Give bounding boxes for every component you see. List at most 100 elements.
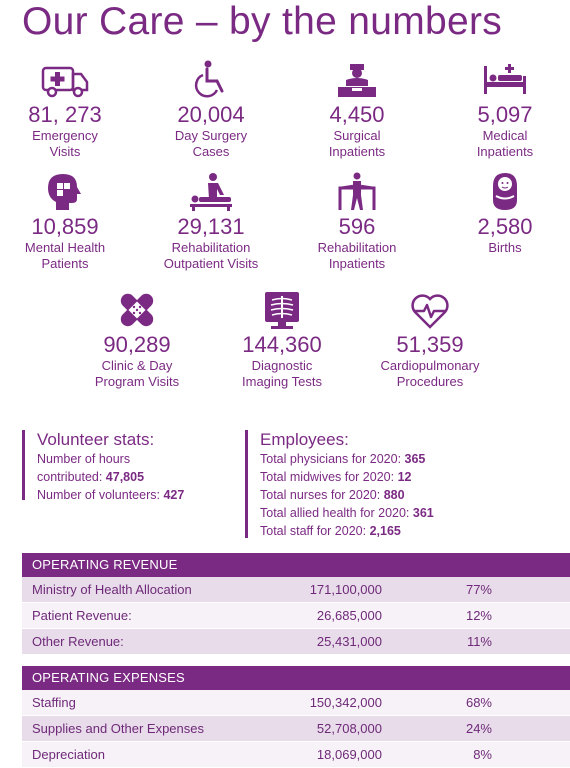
employee-line: Total allied health for 2020: 361 — [260, 504, 434, 522]
stat-label: Cases — [192, 144, 230, 159]
walker-icon — [332, 172, 382, 212]
stat-label: Emergency — [32, 128, 98, 143]
employee-line: Total staff for 2020: 2,165 — [260, 522, 434, 540]
stat-label: Inpatients — [328, 144, 386, 159]
bandage-icon — [112, 290, 162, 330]
row-percent: 24% — [465, 721, 492, 736]
stat-label: Rehabilitation — [171, 240, 251, 255]
stat-clinic-day: 90,289 Clinic & Day Program Visits — [62, 290, 212, 390]
volunteer-value: 427 — [163, 488, 185, 502]
row-label: Patient Revenue: — [32, 608, 132, 623]
stat-label: Inpatients — [328, 256, 386, 271]
page-title: Our Care – by the numbers — [22, 0, 503, 43]
row-label: Ministry of Health Allocation — [32, 582, 192, 597]
stat-label: Medical — [482, 128, 528, 143]
table-row: Staffing 150,342,000 68% — [22, 690, 570, 716]
stat-label: Outpatient Visits — [163, 256, 259, 271]
table-row: Ministry of Health Allocation 171,100,00… — [22, 577, 570, 603]
row-amount: 171,100,000 — [309, 582, 382, 597]
employees-heading: Employees: — [260, 430, 349, 449]
stat-number: 29,131 — [177, 214, 245, 239]
expenses-header: OPERATING EXPENSES — [22, 666, 570, 690]
stat-label: Births — [488, 240, 522, 255]
employee-value: 880 — [383, 488, 405, 502]
row-percent: 77% — [465, 582, 492, 597]
employee-value: 2,165 — [369, 524, 401, 538]
stat-label: Program Visits — [94, 374, 180, 389]
volunteer-line: contributed: 47,805 — [37, 468, 184, 486]
stat-day-surgery: 20,004 Day Surgery Cases — [136, 60, 286, 160]
stat-label: Diagnostic — [251, 358, 313, 373]
stat-imaging: 144,360 Diagnostic Imaging Tests — [207, 290, 357, 390]
stat-rehab-outpatient: 29,131 Rehabilitation Outpatient Visits — [136, 172, 286, 272]
stat-number: 20,004 — [177, 102, 245, 127]
stat-label: Day Surgery — [174, 128, 248, 143]
stat-cardiopulmonary: 51,359 Cardiopulmonary Procedures — [355, 290, 505, 390]
stat-medical: 5,097 Medical Inpatients — [430, 60, 570, 160]
stat-label: Cardiopulmonary — [380, 358, 480, 373]
stat-label: Surgical — [333, 128, 381, 143]
employee-label: Total staff for 2020: — [260, 524, 370, 538]
employee-line: Total physicians for 2020: 365 — [260, 450, 434, 468]
head-puzzle-icon — [40, 172, 90, 212]
row-amount: 25,431,000 — [316, 634, 382, 649]
volunteer-label: Number of volunteers: — [37, 488, 164, 502]
employee-line: Total midwives for 2020: 12 — [260, 468, 434, 486]
row-label: Depreciation — [32, 747, 105, 762]
surgeon-icon — [332, 60, 382, 100]
stat-emergency: 81, 273 Emergency Visits — [0, 60, 140, 160]
employees-panel: Employees: Total physicians for 2020: 36… — [245, 430, 434, 538]
stat-label: Imaging Tests — [242, 374, 322, 389]
row-amount: 26,685,000 — [316, 608, 382, 623]
employee-label: Total midwives for 2020: — [260, 470, 398, 484]
volunteer-value: 47,805 — [105, 470, 145, 484]
volunteer-panel: Volunteer stats: Number of hours contrib… — [22, 430, 184, 502]
row-label: Staffing — [32, 695, 76, 710]
stat-number: 4,450 — [329, 102, 385, 127]
stat-number: 10,859 — [31, 214, 99, 239]
xray-icon — [257, 290, 307, 330]
row-amount: 52,708,000 — [316, 721, 382, 736]
stat-label: Mental Health — [24, 240, 106, 255]
table-row: Supplies and Other Expenses 52,708,000 2… — [22, 716, 570, 742]
row-amount: 150,342,000 — [309, 695, 382, 710]
stat-rehab-inpatient: 596 Rehabilitation Inpatients — [282, 172, 432, 272]
revenue-table: OPERATING REVENUE Ministry of Health All… — [22, 553, 570, 655]
stat-label: Procedures — [396, 374, 464, 389]
stat-number: 81, 273 — [28, 102, 102, 127]
employee-label: Total nurses for 2020: — [260, 488, 384, 502]
stat-surgical: 4,450 Surgical Inpatients — [282, 60, 432, 160]
employee-label: Total physicians for 2020: — [260, 452, 405, 466]
row-amount: 18,069,000 — [316, 747, 382, 762]
baby-icon — [480, 172, 530, 212]
volunteer-line: Number of volunteers: 427 — [37, 486, 184, 504]
stat-number: 5,097 — [477, 102, 533, 127]
stat-number: 144,360 — [242, 332, 322, 357]
stat-number: 51,359 — [396, 332, 464, 357]
volunteer-heading: Volunteer stats: — [37, 430, 155, 449]
wheelchair-icon — [186, 60, 236, 100]
volunteer-label: contributed: — [37, 470, 106, 484]
row-percent: 68% — [465, 695, 492, 710]
employee-value: 361 — [412, 506, 434, 520]
row-label: Supplies and Other Expenses — [32, 721, 204, 736]
stat-births: 2,580 Births — [430, 172, 570, 256]
physiotherapy-icon — [186, 172, 236, 212]
employee-label: Total allied health for 2020: — [260, 506, 413, 520]
employee-value: 12 — [397, 470, 412, 484]
table-row: Other Revenue: 25,431,000 11% — [22, 629, 570, 655]
row-label: Other Revenue: — [32, 634, 124, 649]
hospital-bed-icon — [480, 60, 530, 100]
row-percent: 8% — [473, 747, 492, 762]
stat-label: Visits — [49, 144, 81, 159]
stat-label: Patients — [41, 256, 89, 271]
employee-value: 365 — [404, 452, 426, 466]
row-percent: 11% — [466, 634, 492, 649]
table-row: Depreciation 18,069,000 8% — [22, 742, 570, 768]
expenses-table: OPERATING EXPENSES Staffing 150,342,000 … — [22, 666, 570, 768]
volunteer-line: Number of hours — [37, 452, 131, 466]
stat-number: 2,580 — [477, 214, 533, 239]
table-row: Patient Revenue: 26,685,000 12% — [22, 603, 570, 629]
heartbeat-icon — [405, 290, 455, 330]
stat-mental-health: 10,859 Mental Health Patients — [0, 172, 140, 272]
